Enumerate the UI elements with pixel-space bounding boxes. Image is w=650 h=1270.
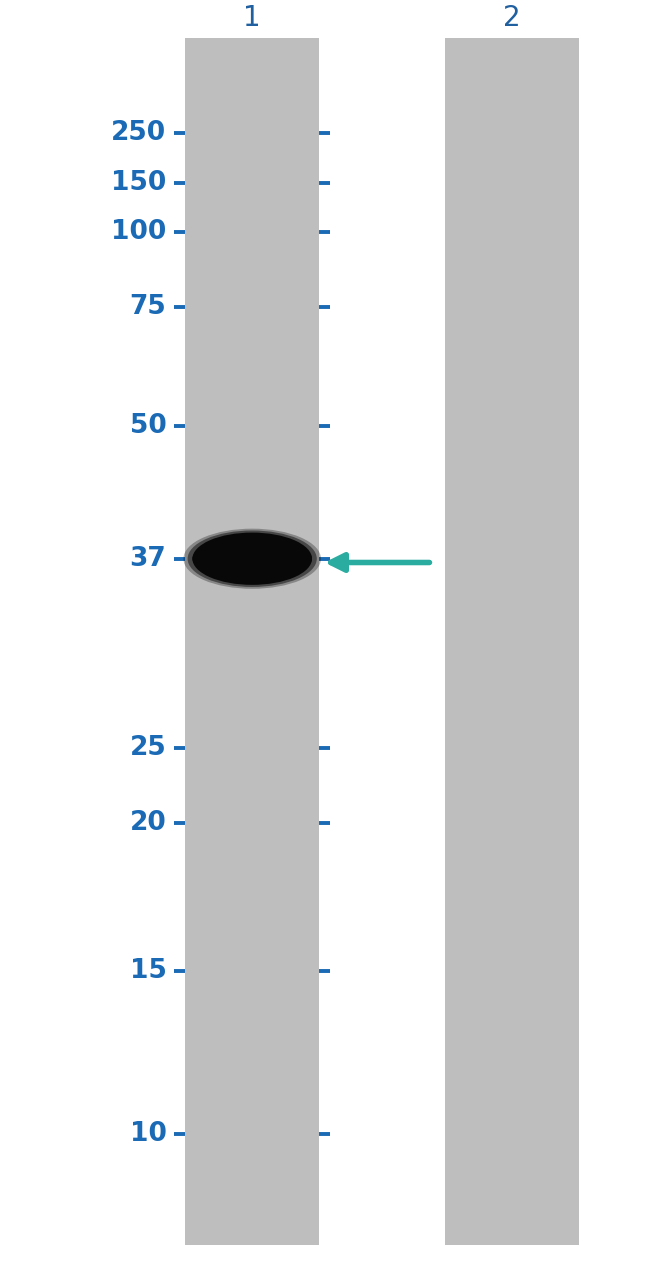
Text: 15: 15 xyxy=(129,958,166,984)
Text: 75: 75 xyxy=(129,295,166,320)
Text: 20: 20 xyxy=(129,810,166,836)
Ellipse shape xyxy=(192,532,312,585)
Bar xyxy=(445,38,578,1245)
Text: 50: 50 xyxy=(129,413,166,438)
Ellipse shape xyxy=(192,538,312,579)
Ellipse shape xyxy=(188,531,317,587)
Text: 250: 250 xyxy=(111,119,166,146)
Text: 150: 150 xyxy=(111,170,166,196)
Ellipse shape xyxy=(183,528,321,589)
Bar xyxy=(185,38,318,1245)
Text: 1: 1 xyxy=(243,4,261,32)
Text: 25: 25 xyxy=(129,735,166,762)
Text: 37: 37 xyxy=(129,546,166,572)
Text: 2: 2 xyxy=(503,4,521,32)
Text: 10: 10 xyxy=(129,1121,166,1147)
Text: 100: 100 xyxy=(111,218,166,245)
